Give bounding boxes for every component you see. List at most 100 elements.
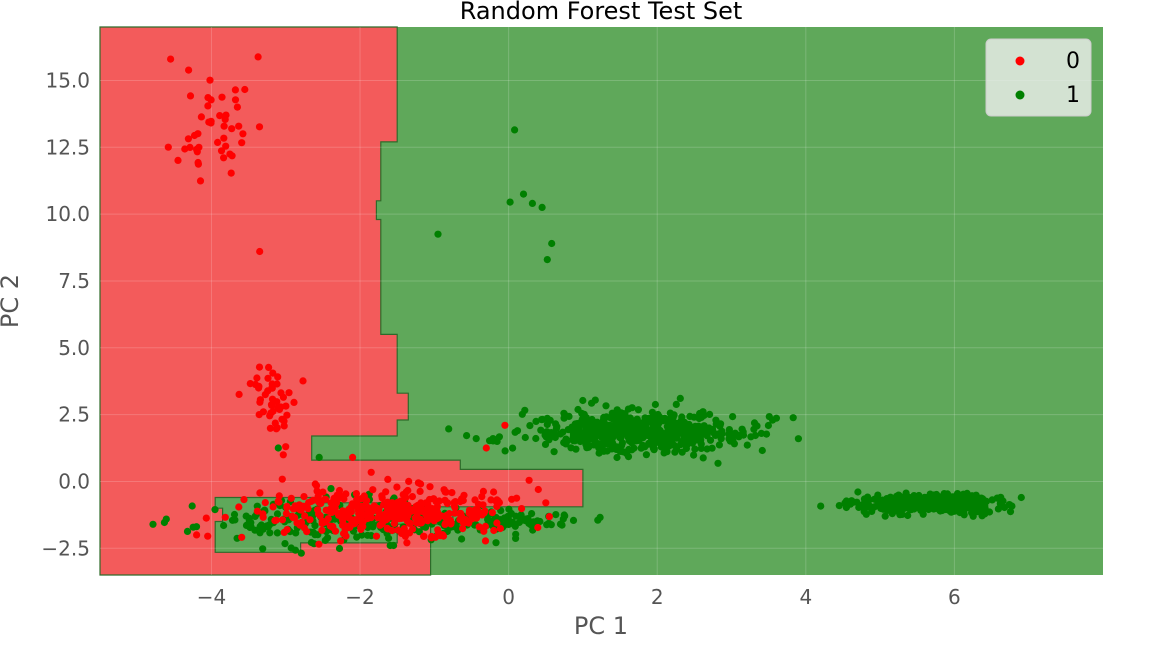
data-point-class-1 [327, 485, 335, 493]
y-tick-label: 12.5 [45, 135, 90, 159]
data-point-class-1 [934, 505, 942, 513]
data-point-class-1 [281, 540, 289, 548]
data-point-class-0 [448, 489, 456, 497]
data-point-class-0 [435, 497, 443, 505]
data-point-class-1 [665, 442, 673, 450]
data-point-class-1 [297, 549, 305, 557]
data-point-class-0 [220, 134, 228, 142]
data-point-class-1 [660, 449, 668, 457]
data-point-class-0 [451, 498, 459, 506]
data-point-class-1 [245, 514, 253, 522]
data-point-class-1 [506, 198, 514, 206]
data-point-class-0 [394, 501, 402, 509]
data-point-class-0 [402, 488, 410, 496]
data-point-class-0 [490, 526, 498, 535]
data-point-class-1 [879, 502, 887, 510]
data-point-class-1 [489, 437, 497, 445]
data-point-class-0 [385, 511, 393, 519]
data-point-class-1 [700, 422, 708, 430]
data-point-class-0 [446, 516, 455, 524]
data-point-class-0 [204, 94, 212, 102]
data-point-class-1 [913, 499, 921, 507]
data-point-class-0 [269, 369, 277, 377]
data-point-class-1 [434, 230, 442, 238]
legend-marker-class-1 [1015, 90, 1025, 100]
data-point-class-0 [273, 380, 281, 388]
data-point-class-1 [458, 535, 466, 543]
data-point-class-0 [394, 526, 402, 534]
data-point-class-1 [714, 459, 722, 467]
data-point-class-0 [235, 390, 243, 398]
data-point-class-1 [617, 434, 625, 442]
data-point-class-0 [261, 391, 269, 399]
data-point-class-1 [273, 529, 281, 537]
data-point-class-0 [259, 408, 267, 416]
data-point-class-0 [401, 532, 409, 540]
data-point-class-1 [874, 498, 882, 506]
data-point-class-0 [417, 519, 426, 527]
data-point-class-0 [275, 405, 284, 413]
data-point-class-1 [569, 433, 577, 441]
data-point-class-1 [559, 515, 567, 523]
data-point-class-0 [367, 468, 375, 476]
data-point-class-1 [835, 502, 843, 510]
data-point-class-1 [729, 413, 737, 421]
data-point-class-0 [301, 512, 309, 520]
x-tick-label: −2 [345, 585, 374, 609]
data-point-class-1 [678, 448, 686, 456]
data-point-class-1 [651, 400, 660, 409]
data-point-class-1 [242, 521, 251, 530]
data-point-class-0 [337, 509, 345, 517]
data-point-class-0 [278, 475, 286, 483]
data-point-class-1 [552, 510, 560, 519]
data-point-class-1 [273, 510, 282, 518]
data-point-class-1 [958, 495, 967, 503]
data-point-class-1 [532, 434, 540, 443]
data-point-class-0 [414, 479, 422, 487]
data-point-class-0 [255, 123, 264, 131]
data-point-class-1 [505, 505, 513, 513]
data-point-class-1 [445, 425, 453, 433]
data-point-class-1 [324, 534, 332, 542]
data-point-class-1 [691, 445, 699, 453]
data-point-class-1 [510, 126, 519, 134]
y-tick-label: 10.0 [45, 202, 90, 226]
grid [100, 27, 1103, 575]
data-point-class-0 [480, 509, 488, 517]
data-point-class-0 [315, 498, 323, 507]
data-point-class-0 [542, 499, 550, 507]
data-point-class-1 [949, 503, 957, 511]
data-point-class-1 [671, 448, 679, 456]
data-point-class-1 [650, 419, 658, 428]
data-point-class-1 [648, 408, 657, 416]
data-point-class-1 [888, 503, 896, 511]
x-tick-label: 4 [799, 585, 812, 609]
data-point-class-0 [329, 522, 337, 531]
data-point-class-0 [287, 494, 295, 502]
data-point-class-0 [235, 122, 243, 130]
data-point-class-0 [470, 513, 478, 521]
data-point-class-0 [357, 513, 365, 521]
data-point-class-1 [750, 425, 758, 433]
data-point-class-0 [315, 540, 323, 548]
data-point-class-1 [853, 498, 861, 506]
data-point-class-1 [526, 422, 534, 430]
data-point-class-1 [862, 510, 870, 518]
data-point-class-1 [631, 425, 639, 433]
y-axis-label: PC 2 [0, 274, 24, 328]
data-point-class-0 [518, 505, 526, 513]
data-point-class-0 [279, 393, 287, 401]
data-point-class-1 [672, 400, 680, 408]
data-point-class-0 [456, 515, 464, 524]
data-point-class-1 [528, 509, 536, 518]
x-tick-label: 2 [651, 585, 664, 609]
data-point-class-0 [475, 523, 483, 531]
data-point-class-0 [297, 506, 305, 514]
data-point-class-0 [282, 402, 290, 410]
legend-label-class-0: 0 [1066, 49, 1080, 74]
data-point-class-0 [241, 85, 249, 94]
data-point-class-1 [538, 416, 546, 424]
data-point-class-0 [346, 523, 354, 531]
data-point-class-1 [650, 446, 658, 454]
data-point-class-1 [997, 493, 1005, 501]
